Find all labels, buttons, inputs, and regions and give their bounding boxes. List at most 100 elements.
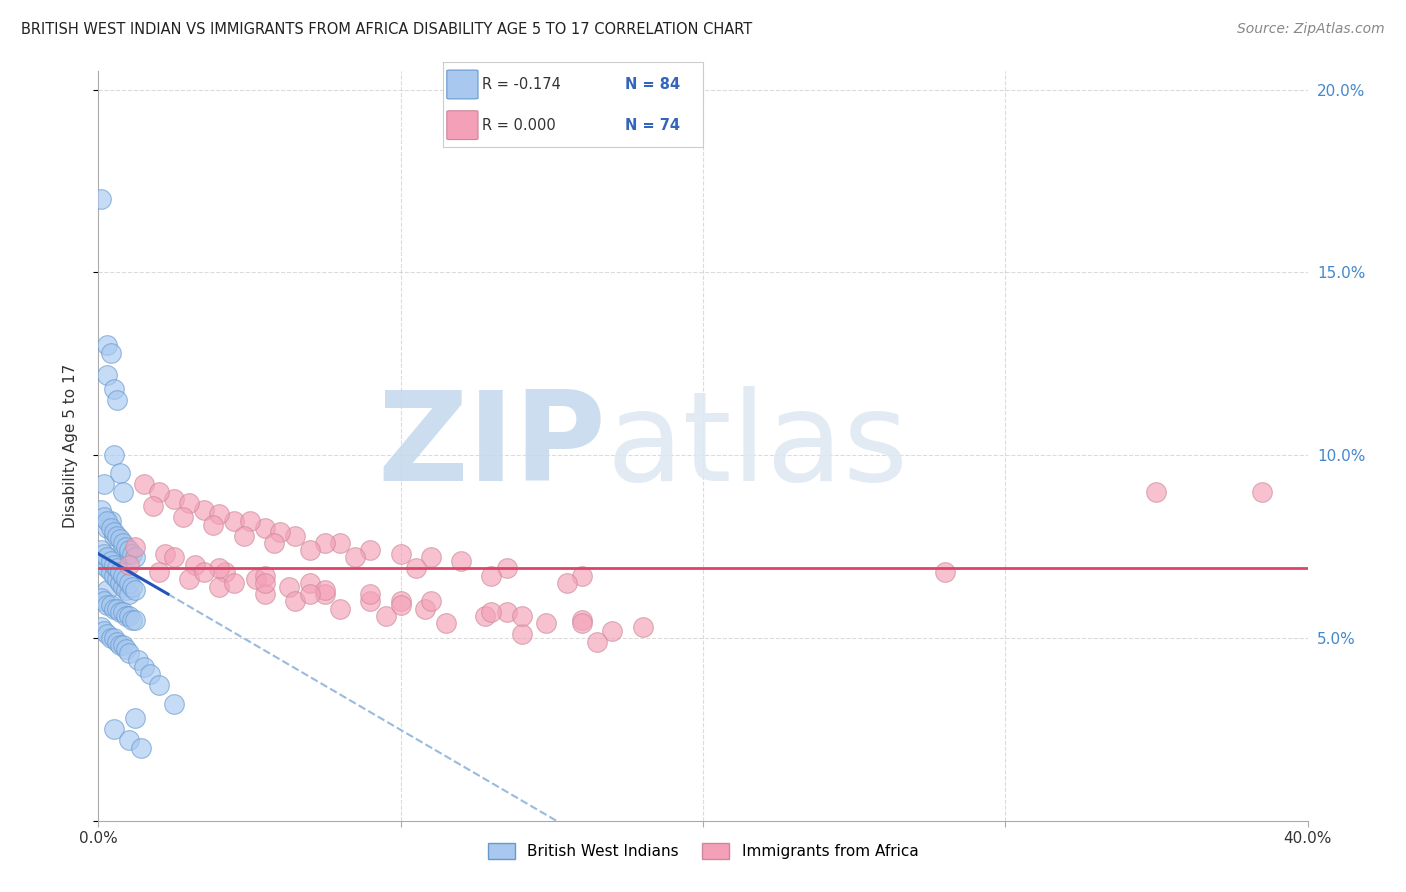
Point [118, 646, 141, 660]
Point [163, 697, 186, 711]
Point [93, 558, 115, 572]
Point [118, 576, 141, 591]
Point [208, 561, 231, 575]
Point [114, 583, 136, 598]
Point [96, 514, 118, 528]
Point [208, 507, 231, 521]
Point [360, 543, 382, 558]
Point [96, 598, 118, 612]
Point [96, 583, 118, 598]
Point [111, 536, 134, 550]
Point [214, 565, 236, 579]
Text: N = 84: N = 84 [624, 77, 681, 92]
Point [360, 594, 382, 608]
Point [1144, 484, 1167, 499]
Point [111, 568, 134, 582]
Point [239, 514, 262, 528]
Point [269, 524, 291, 539]
Point [96, 368, 118, 382]
Point [132, 477, 155, 491]
Point [148, 678, 170, 692]
Text: atlas: atlas [606, 385, 908, 507]
Point [179, 496, 201, 510]
FancyBboxPatch shape [447, 111, 478, 139]
Point [360, 587, 382, 601]
Point [172, 510, 194, 524]
Point [148, 565, 170, 579]
Point [510, 609, 533, 624]
Point [103, 382, 125, 396]
Point [253, 587, 276, 601]
Point [329, 601, 352, 615]
Point [96, 627, 118, 641]
Point [100, 554, 122, 568]
Point [105, 601, 128, 615]
Point [142, 500, 165, 514]
Point [253, 521, 276, 535]
Point [111, 540, 134, 554]
Point [108, 467, 131, 481]
Point [495, 561, 517, 575]
FancyBboxPatch shape [447, 70, 478, 99]
Point [100, 514, 122, 528]
Point [103, 528, 125, 542]
Point [105, 573, 128, 587]
Point [245, 573, 267, 587]
Text: Source: ZipAtlas.com: Source: ZipAtlas.com [1237, 22, 1385, 37]
Point [100, 558, 122, 572]
Point [111, 484, 134, 499]
Point [139, 667, 162, 681]
Legend: British West Indians, Immigrants from Africa: British West Indians, Immigrants from Af… [481, 838, 925, 865]
Point [90, 192, 112, 206]
Point [534, 616, 557, 631]
Point [114, 540, 136, 554]
Point [299, 543, 322, 558]
Point [103, 723, 125, 737]
Point [105, 634, 128, 648]
Point [495, 605, 517, 619]
Point [555, 576, 578, 591]
Point [96, 338, 118, 352]
Point [93, 547, 115, 561]
Point [284, 594, 307, 608]
Point [100, 521, 122, 535]
Point [299, 576, 322, 591]
Text: N = 74: N = 74 [624, 118, 681, 133]
Point [114, 641, 136, 656]
Y-axis label: Disability Age 5 to 17: Disability Age 5 to 17 [63, 364, 77, 528]
Point [118, 587, 141, 601]
Point [253, 568, 276, 582]
Point [90, 554, 112, 568]
Point [602, 624, 624, 638]
Point [193, 565, 215, 579]
Point [108, 576, 131, 591]
Point [148, 484, 170, 499]
Point [103, 568, 125, 582]
Point [105, 561, 128, 575]
Point [124, 711, 146, 725]
Point [434, 616, 457, 631]
Point [121, 580, 143, 594]
Point [108, 565, 131, 579]
Point [389, 598, 412, 612]
Point [284, 528, 307, 542]
Point [100, 598, 122, 612]
Point [253, 576, 276, 591]
Point [121, 547, 143, 561]
Point [631, 620, 654, 634]
Point [96, 550, 118, 565]
Point [103, 448, 125, 462]
Point [93, 594, 115, 608]
Point [103, 601, 125, 615]
Point [93, 510, 115, 524]
Point [111, 638, 134, 652]
Point [420, 594, 443, 608]
Point [96, 561, 118, 575]
Point [344, 550, 367, 565]
Point [90, 620, 112, 634]
Point [263, 536, 285, 550]
Point [93, 477, 115, 491]
Point [103, 558, 125, 572]
Point [224, 514, 246, 528]
Point [420, 550, 443, 565]
